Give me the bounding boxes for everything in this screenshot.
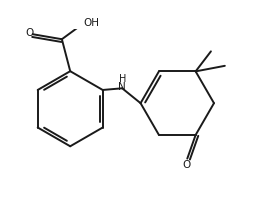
Text: H: H	[119, 74, 126, 84]
Text: O: O	[183, 160, 191, 170]
Text: O: O	[25, 28, 34, 38]
Text: N: N	[118, 82, 126, 92]
Text: OH: OH	[83, 18, 99, 28]
